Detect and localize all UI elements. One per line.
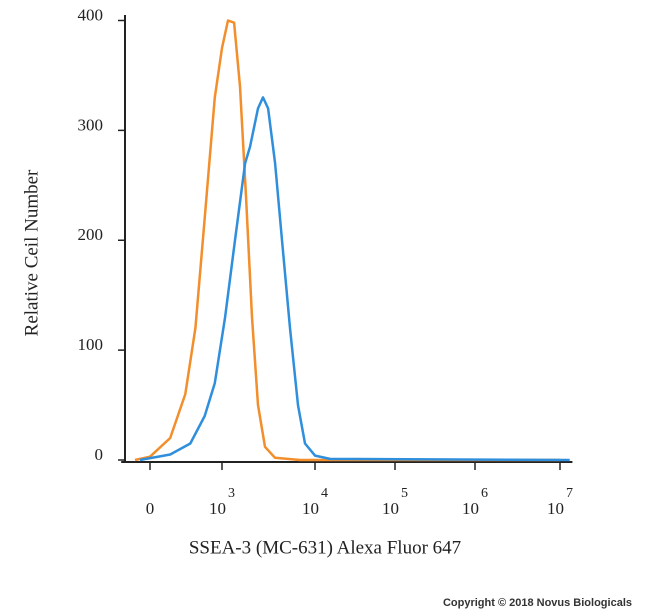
x-tick-exponent: 7 [566, 486, 573, 501]
y-tick-label: 100 [78, 335, 104, 354]
x-tick-exponent: 3 [228, 486, 235, 501]
x-tick-label: 0 [146, 499, 155, 518]
x-tick-exponent: 6 [481, 486, 488, 501]
y-tick-label: 300 [78, 115, 104, 134]
y-tick-label: 200 [78, 225, 104, 244]
histogram-line [134, 19, 560, 462]
histogram-line [139, 96, 570, 462]
x-tick-label: 10 [547, 499, 564, 518]
x-tick-label: 10 [302, 499, 319, 518]
x-tick-exponent: 4 [321, 486, 328, 501]
x-tick-exponent: 5 [401, 486, 408, 501]
x-tick-label: 10 [209, 499, 226, 518]
x-axis-label: SSEA-3 (MC-631) Alexa Fluor 647 [189, 537, 461, 558]
y-tick-label: 0 [95, 445, 104, 464]
x-tick-label: 10 [382, 499, 399, 518]
copyright: Copyright © 2018 Novus Biologicals [443, 597, 632, 609]
x-tick-label: 10 [462, 499, 479, 518]
y-axis-label: Relative Ceil Number [21, 169, 42, 336]
y-tick-label: 400 [78, 5, 104, 24]
